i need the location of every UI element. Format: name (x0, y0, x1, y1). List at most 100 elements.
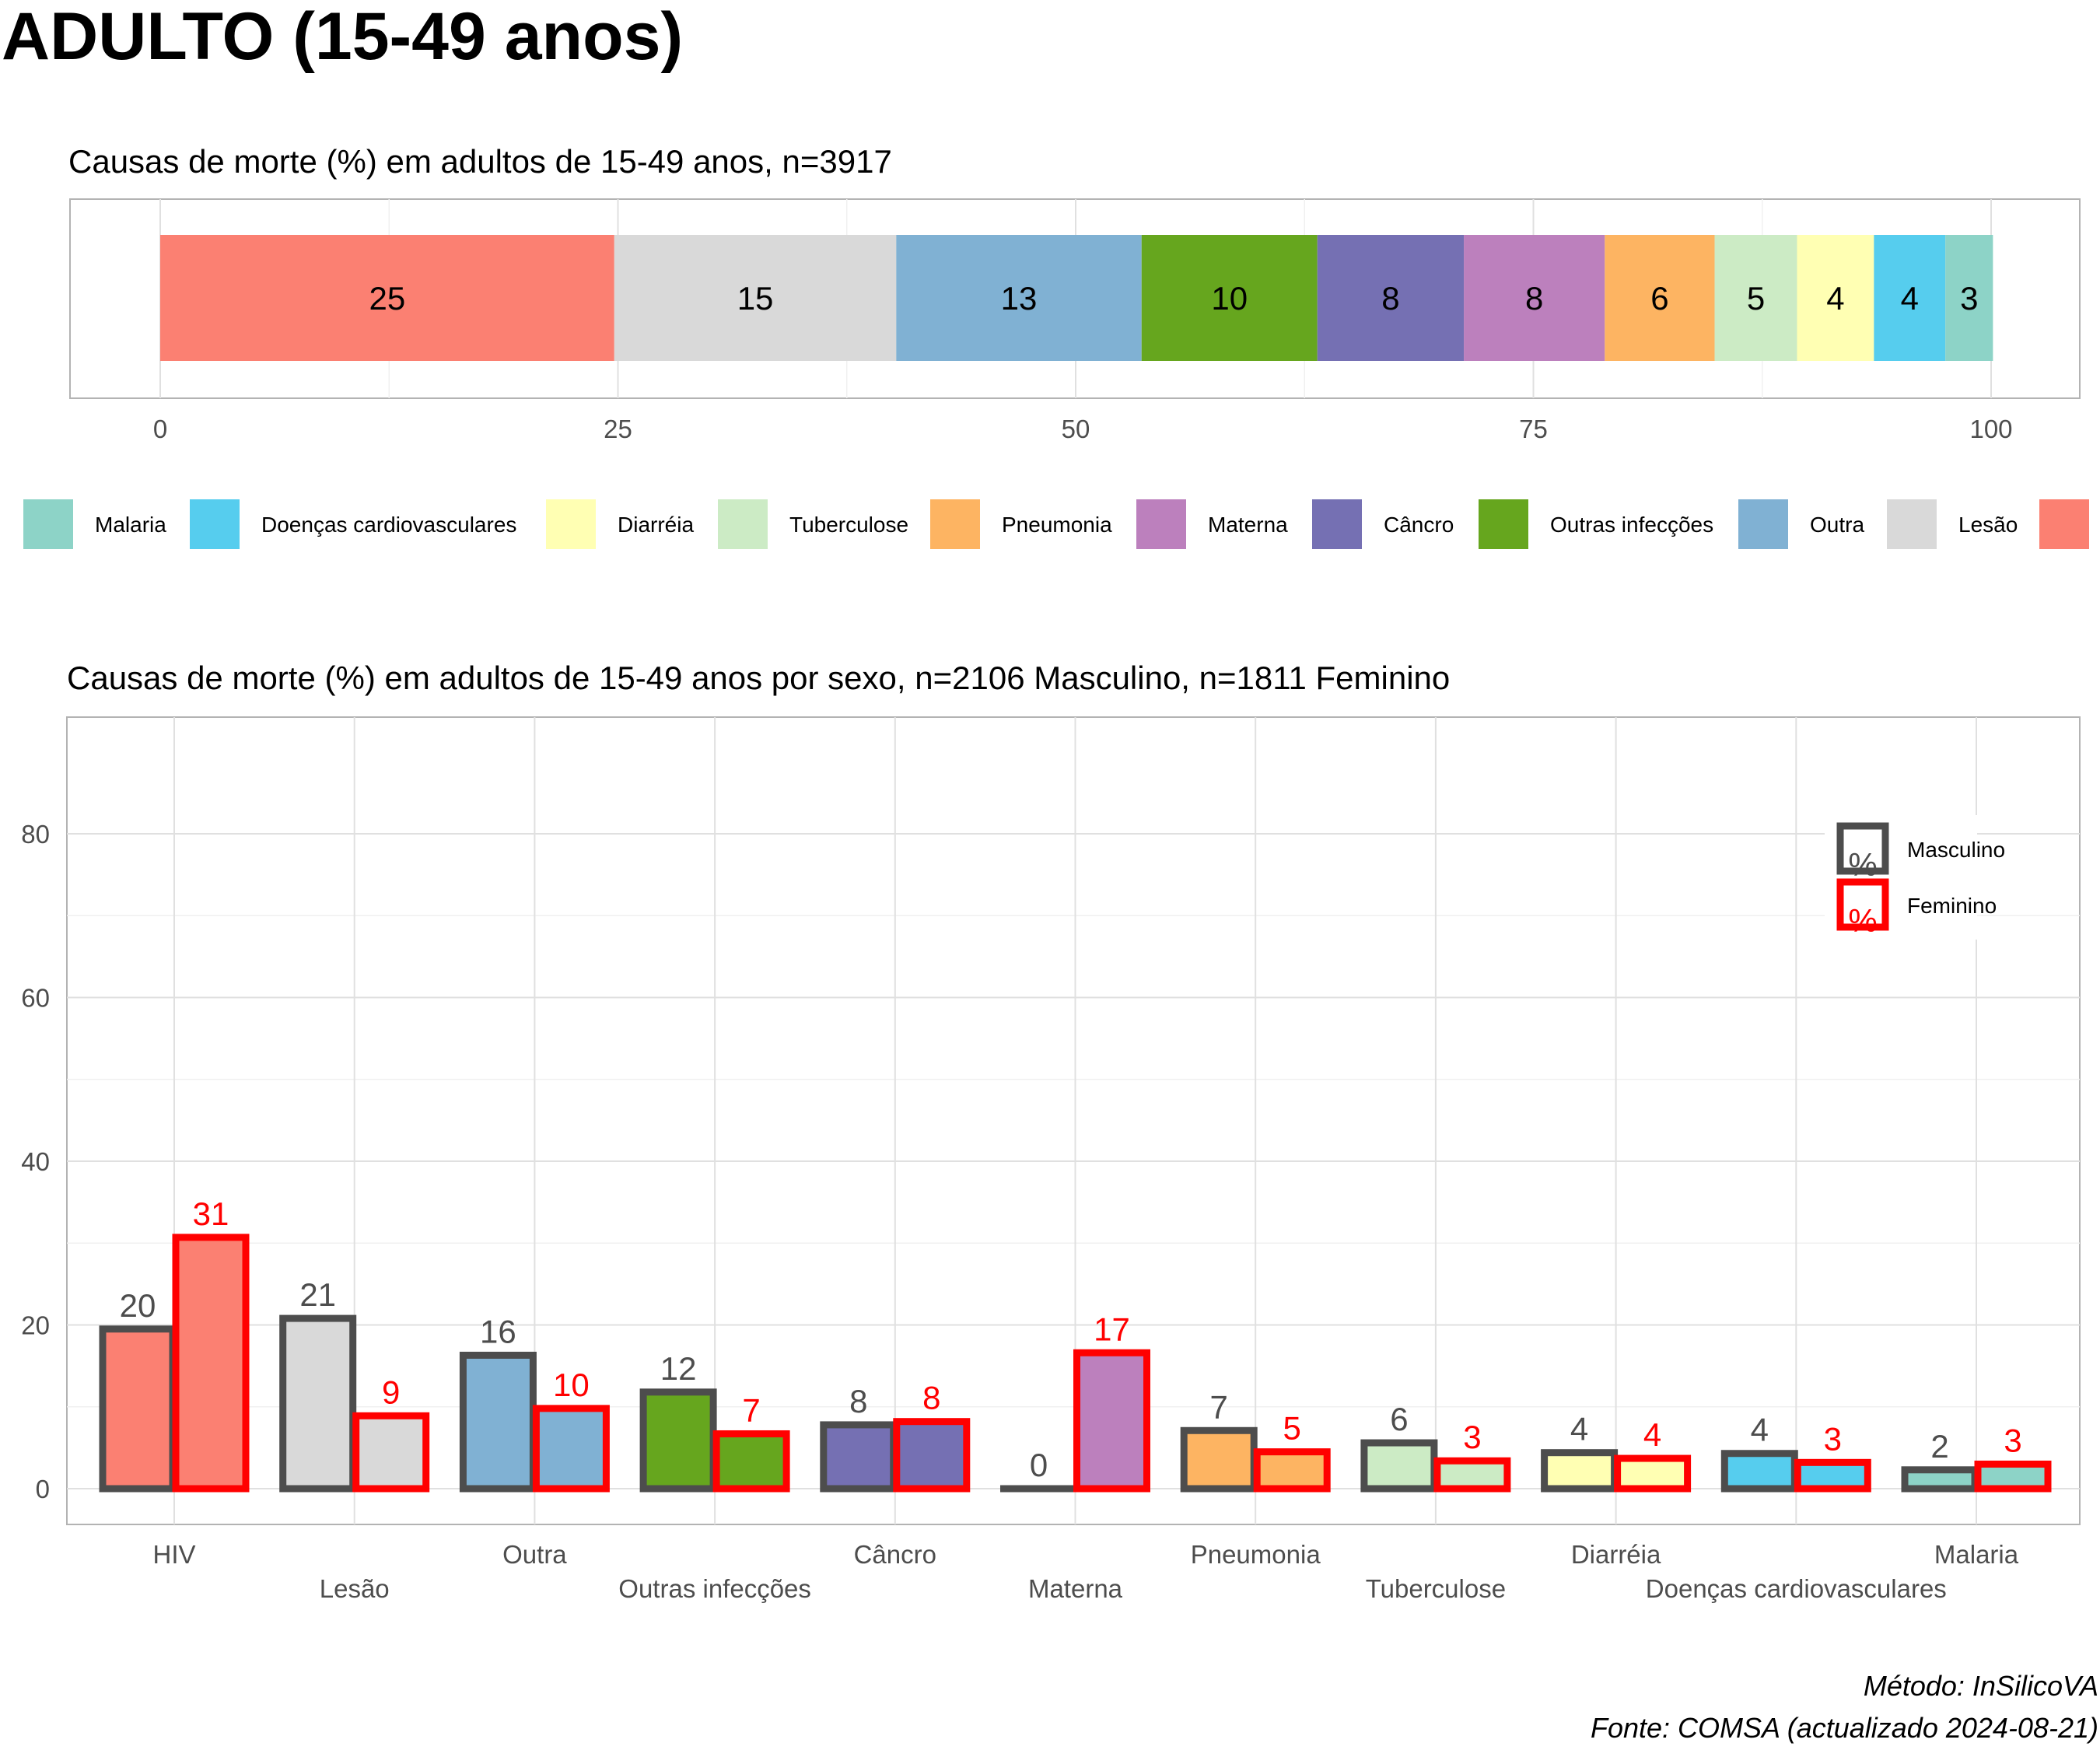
segment-cancro (1317, 235, 1465, 361)
value-label-masculino-tuberculose: 6 (1390, 1401, 1408, 1437)
bar-masculino-lesao (279, 1314, 357, 1493)
legend-label-outras-infeccoes: Outras infecções (1550, 513, 1713, 537)
legend-key-malaria (23, 499, 73, 549)
value-label-masculino-diarreia: 4 (1570, 1411, 1588, 1447)
x-tick-label-pneumonia: Pneumonia (1191, 1540, 1321, 1569)
bar-feminino-outras-infeccoes (712, 1430, 790, 1493)
value-label-feminino-diarreia: 4 (1643, 1416, 1661, 1453)
bar-feminino-malaria (1974, 1460, 2052, 1493)
grouped-legend: % Masculino% Feminino (1825, 815, 2005, 940)
bar-masculino-cancro (820, 1421, 898, 1493)
segment-tuberculose (1714, 235, 1797, 361)
legend-key-glyph: % (1848, 846, 1877, 883)
x-tick-label-materna: Materna (1028, 1574, 1123, 1603)
legend-label-diarreia: Diarréia (618, 513, 694, 537)
segment-label-materna: 8 (1525, 280, 1543, 317)
value-label-masculino-cancro: 8 (849, 1383, 867, 1419)
legend-key-lesao (1887, 499, 1937, 549)
legend-label-masculino: Masculino (1907, 838, 2005, 862)
bar-feminino-diarreia (1614, 1454, 1692, 1493)
value-label-masculino-doencas-cardiovasculares: 4 (1751, 1412, 1769, 1448)
bar-feminino-doencas-cardiovasculares (1794, 1458, 1871, 1493)
x-tick-label-hiv: HIV (152, 1540, 195, 1569)
stacked-bars: 25 15 13 10 8 8 6 5 4 4 3 (160, 235, 1993, 361)
y-tick-label: 60 (21, 984, 50, 1013)
legend-key-outra (1738, 499, 1788, 549)
legend-key-diarreia (546, 499, 596, 549)
segment-label-pneumonia: 6 (1650, 280, 1668, 317)
legend-key-outras-infeccoes (1479, 499, 1528, 549)
legend-label-tuberculose: Tuberculose (789, 513, 908, 537)
segment-materna (1464, 235, 1605, 361)
segment-label-tuberculose: 5 (1747, 280, 1765, 317)
x-tick-label-doencas-cardiovasculares: Doenças cardiovasculares (1646, 1574, 1947, 1603)
y-tick-label: 40 (21, 1147, 50, 1176)
legend-label-pneumonia: Pneumonia (1002, 513, 1112, 537)
grouped-bar-panel: Causas de morte (%) em adultos de 15-49 … (21, 660, 2081, 1603)
x-tick-label: 0 (153, 415, 167, 443)
legend-label-cancro: Câncro (1384, 513, 1454, 537)
x-tick-label-lesao: Lesão (320, 1574, 390, 1603)
legend-key-tuberculose (718, 499, 768, 549)
legend-key-glyph: % (1848, 902, 1877, 939)
bar-feminino-cancro (893, 1418, 971, 1493)
value-label-feminino-pneumonia: 5 (1283, 1410, 1301, 1447)
bar-masculino-doencas-cardiovasculares (1720, 1450, 1798, 1493)
bar-masculino-outras-infeccoes (639, 1388, 717, 1493)
grouped-panel-border (66, 716, 2081, 1525)
grouped-axes: 0 20 40 60 80 HIV Lesão Outra Outras infecções Câ… (21, 820, 2018, 1603)
bar-masculino-hiv (99, 1325, 177, 1493)
segment-diarreia (1797, 235, 1874, 361)
bar-feminino-materna (1073, 1349, 1150, 1493)
legend-label-doencas-cardiovasculares: Doenças cardiovasculares (261, 513, 516, 537)
stacked-chart-title: Causas de morte (%) em adultos de 15-49 … (68, 143, 892, 180)
bar-feminino-hiv (172, 1234, 250, 1493)
source-caption: Fonte: COMSA (actualizado 2024-08-21) (1591, 1712, 2098, 1744)
bar-feminino-outra (532, 1405, 610, 1493)
y-tick-label: 80 (21, 820, 50, 849)
x-tick-label-diarreia: Diarréia (1571, 1540, 1661, 1569)
bar-masculino-outra (459, 1351, 537, 1493)
legend-key-doencas-cardiovasculares (190, 499, 240, 549)
legend-key-masculino (1836, 822, 1889, 875)
segment-label-diarreia: 4 (1826, 280, 1844, 317)
x-tick-label-malaria: Malaria (1934, 1540, 2019, 1569)
value-label-feminino-lesao: 9 (382, 1374, 400, 1410)
value-label-feminino-doencas-cardiovasculares: 3 (1824, 1420, 1842, 1457)
y-tick-label: 0 (36, 1475, 50, 1503)
grouped-chart-title: Causas de morte (%) em adultos de 15-49 … (67, 660, 1450, 696)
segment-label-doencas-cardiovasculares: 4 (1901, 280, 1919, 317)
value-label-masculino-outras-infeccoes: 12 (660, 1350, 697, 1387)
value-label-feminino-materna: 17 (1094, 1311, 1130, 1347)
segment-label-cancro: 8 (1381, 280, 1399, 317)
stacked-bar-panel: Causas de morte (%) em adultos de 15-49 … (23, 143, 2089, 549)
value-label-feminino-cancro: 8 (922, 1380, 940, 1416)
bar-feminino-lesao (352, 1412, 430, 1493)
legend-label-lesao: Lesão (1958, 513, 2018, 537)
method-caption: Método: InSilicoVA (1864, 1670, 2098, 1702)
legend-label-materna: Materna (1208, 513, 1288, 537)
bar-masculino-pneumonia (1180, 1426, 1258, 1493)
x-tick-label-outras-infeccoes: Outras infecções (618, 1574, 811, 1603)
x-tick-label-outra: Outra (502, 1540, 567, 1569)
segment-label-hiv: 25 (369, 280, 406, 317)
segment-label-lesao: 15 (737, 280, 774, 317)
x-tick-label: 25 (604, 415, 632, 443)
bar-feminino-tuberculose (1433, 1457, 1511, 1493)
value-label-masculino-pneumonia: 7 (1210, 1388, 1228, 1425)
legend-key-materna (1136, 499, 1186, 549)
y-tick-label: 20 (21, 1311, 50, 1340)
legend-label-malaria: Malaria (95, 513, 166, 537)
legend-key-cancro (1312, 499, 1362, 549)
value-label-masculino-hiv: 20 (120, 1287, 156, 1324)
segment-pneumonia (1605, 235, 1715, 361)
value-label-masculino-malaria: 2 (1930, 1428, 1948, 1465)
value-label-feminino-tuberculose: 3 (1463, 1419, 1481, 1455)
x-tick-label: 50 (1062, 415, 1090, 443)
value-label-feminino-malaria: 3 (2004, 1422, 2021, 1458)
bar-masculino-malaria (1901, 1466, 1979, 1493)
legend-label-outra: Outra (1810, 513, 1864, 537)
x-tick-label-cancro: Câncro (854, 1540, 936, 1569)
segment-lesao (614, 235, 897, 361)
